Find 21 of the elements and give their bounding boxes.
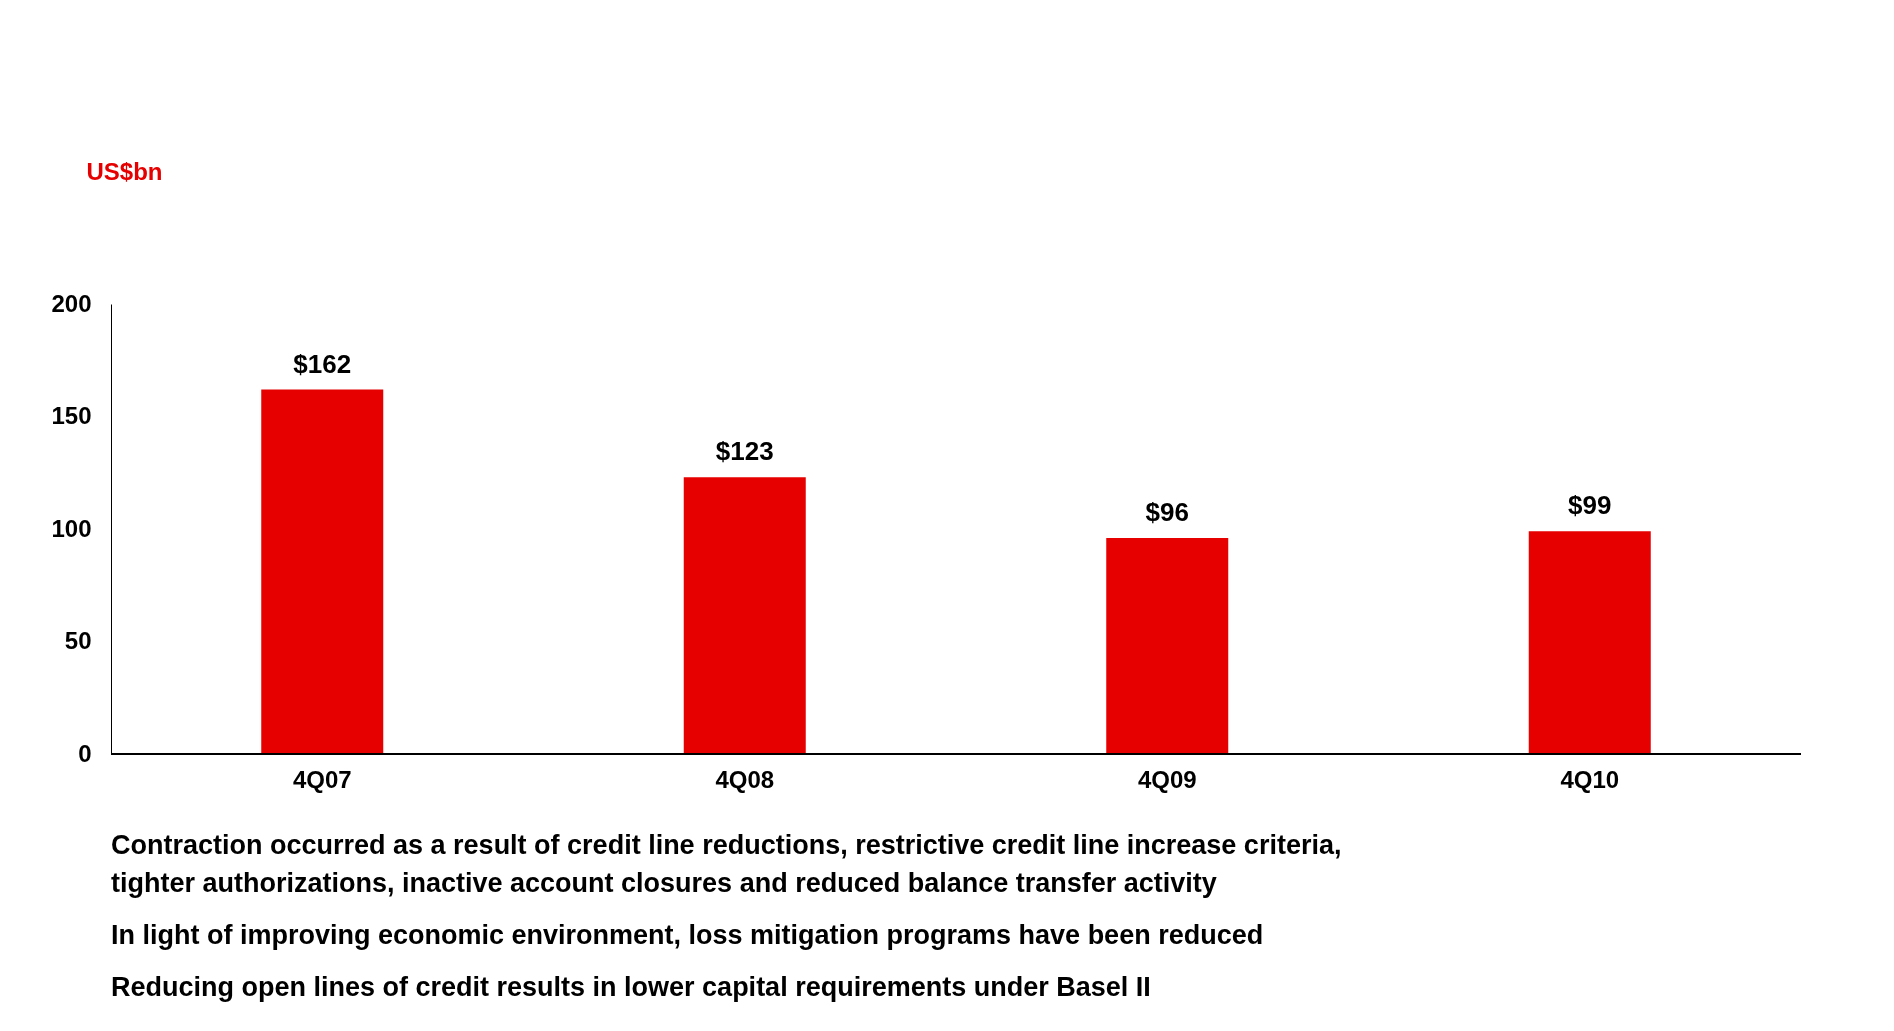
text: Reducing open lines of credit results in lower capital requirements under Basel II <box>111 972 1151 1002</box>
bar <box>683 477 806 754</box>
text: In light of improving economic environment, loss mitigation programs have been reduced <box>111 920 1264 950</box>
data-label: $96 <box>1145 497 1189 527</box>
x-tick-label: 4Q09 <box>1137 765 1197 793</box>
y-tick-label: 200 <box>51 289 92 317</box>
y-tick-label: 150 <box>51 402 92 429</box>
y-tick-label: 50 <box>64 627 92 654</box>
x-tick-label: 4Q07 <box>292 765 352 793</box>
y-axis-title: US$bn <box>86 157 163 185</box>
bar <box>261 389 384 754</box>
y-tick-label: 0 <box>78 739 92 767</box>
data-label: $162 <box>293 348 352 379</box>
data-label: $123 <box>715 436 774 467</box>
bar <box>1106 538 1229 754</box>
bar <box>1528 531 1651 754</box>
x-tick-label: 4Q10 <box>1560 765 1620 793</box>
text: Contraction occurred as a result of credit line reductions, restrictive credit line increase criteria, tighter authorizations, inactive account closures and reduced balance transfer activity <box>111 830 1342 898</box>
data-label: $99 <box>1568 490 1612 521</box>
x-tick-label: 4Q08 <box>715 765 775 793</box>
y-tick-label: 100 <box>51 514 92 542</box>
